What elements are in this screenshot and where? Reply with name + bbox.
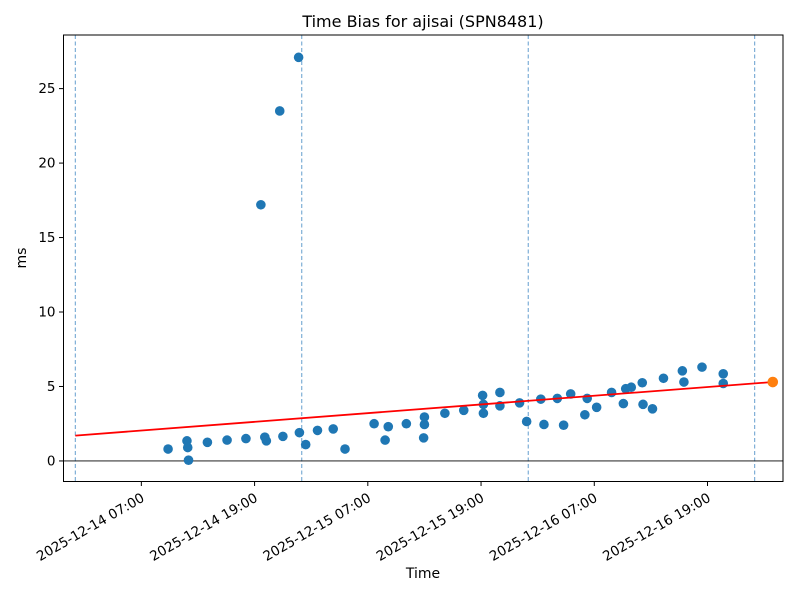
- x-tick-label: 2025-12-16 19:00: [600, 490, 713, 565]
- bias-observations-point: [677, 366, 688, 376]
- bias-observations-point: [697, 362, 707, 372]
- y-tick-label: 25: [38, 81, 55, 97]
- bias-observations-point: [478, 408, 489, 419]
- y-tick-label: 15: [38, 230, 55, 246]
- x-tick-label: 2025-12-14 07:00: [34, 490, 147, 565]
- bias-observations-point: [401, 418, 412, 429]
- bias-observations-point: [241, 433, 251, 444]
- x-tick-label: 2025-12-15 07:00: [260, 490, 373, 565]
- bias-observations-point: [419, 412, 430, 422]
- bias-observations-point: [440, 408, 450, 419]
- bias-observations-point: [477, 390, 488, 401]
- bias-observations-point: [637, 377, 648, 388]
- bias-observations-point: [256, 199, 266, 210]
- bias-observations-point: [383, 421, 394, 432]
- predicted-bias-point: [767, 376, 779, 388]
- bias-observations-point: [261, 436, 272, 446]
- bias-observations-point: [658, 373, 669, 384]
- bias-observations-point: [618, 398, 629, 409]
- bias-observations-point: [274, 106, 285, 116]
- bias-observations-point: [647, 404, 658, 414]
- bias-observations-point: [591, 402, 602, 413]
- x-tick-label: 2025-12-15 19:00: [374, 490, 487, 565]
- x-tick-label: 2025-12-16 07:00: [487, 490, 600, 565]
- bias-observations-point: [582, 393, 593, 404]
- bias-observations-point: [521, 416, 532, 427]
- bias-observations-point: [558, 420, 569, 431]
- bias-observations-point: [182, 442, 193, 453]
- bias-observations-point: [679, 377, 689, 387]
- x-tick-label: 2025-12-14 19:00: [147, 490, 260, 565]
- y-tick-label: 0: [47, 453, 56, 469]
- bias-observations-point: [565, 389, 576, 399]
- axes-border: [63, 34, 784, 482]
- bias-observations-point: [458, 405, 469, 416]
- bias-observations-point: [278, 431, 288, 442]
- bias-observations-point: [380, 435, 390, 445]
- bias-observations-point: [539, 419, 549, 430]
- x-axis-label: Time: [405, 566, 440, 582]
- bias-observations-point: [369, 418, 379, 429]
- y-tick-label: 5: [47, 379, 56, 395]
- bias-observations-point: [638, 399, 648, 410]
- bias-observations-point: [580, 409, 590, 420]
- bias-observations-point: [495, 387, 505, 398]
- bias-observations-point: [626, 382, 637, 393]
- bias-observations-point: [294, 427, 305, 438]
- bias-observations-point: [222, 435, 232, 445]
- bias-observations-point: [718, 369, 729, 379]
- bias-observations-point: [312, 425, 323, 436]
- bias-observations-point: [514, 398, 525, 408]
- bias-observations-point: [202, 437, 213, 448]
- plot-area: 0 5 10 15 20 25 2025-12-14 07:00 2025-12-14 19:…: [34, 34, 784, 565]
- y-tick-label: 10: [38, 305, 55, 321]
- bias-observations-point: [328, 424, 339, 434]
- y-tick-label: 20: [38, 156, 55, 172]
- bias-observations-point: [418, 433, 429, 443]
- bias-observations-point: [293, 52, 304, 63]
- chart-title: Time Bias for ajisai (SPN8481): [301, 12, 543, 31]
- bias-observations-point: [340, 444, 350, 454]
- bias-observations-point: [163, 444, 173, 454]
- linear-trend: [75, 381, 773, 437]
- bias-observations-point: [606, 387, 617, 398]
- bias-observations-point: [300, 439, 311, 450]
- bias-observations-point: [183, 455, 194, 466]
- y-axis-label: ms: [14, 248, 30, 269]
- bias-observations-point: [419, 419, 430, 430]
